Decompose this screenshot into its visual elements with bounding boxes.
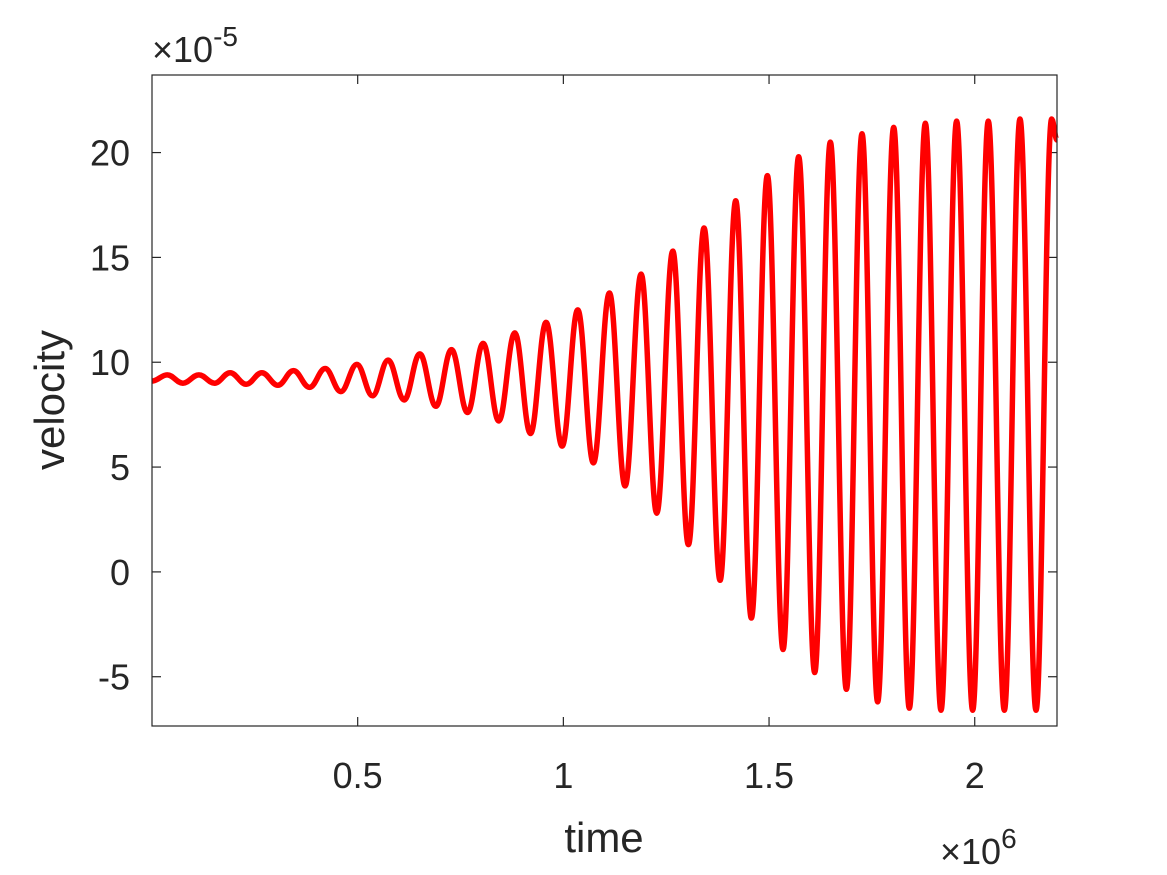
x-exponent-base: ×10 — [940, 831, 1001, 872]
y-tick-label: 10 — [90, 342, 130, 383]
x-tick-label: 1 — [553, 755, 573, 796]
y-tick-label: 15 — [90, 237, 130, 278]
data-line — [151, 116, 1060, 714]
x-tick-label: 1.5 — [744, 755, 794, 796]
y-tick-label: 0 — [110, 552, 130, 593]
y-tick-label: 20 — [90, 133, 130, 174]
x-tick-label: 2 — [965, 755, 985, 796]
y-exponent: ×10-5 — [152, 21, 238, 70]
x-tick-label: 0.5 — [333, 755, 383, 796]
axes-box — [151, 74, 1058, 727]
x-axis-label: time — [564, 814, 643, 861]
y-tick-label: 5 — [110, 447, 130, 488]
y-axis-label: velocity — [26, 330, 73, 470]
y-exponent-power: -5 — [213, 21, 238, 52]
x-exponent-power: 6 — [1001, 823, 1017, 854]
y-tick-label: -5 — [98, 657, 130, 698]
y-exponent-base: ×10 — [152, 29, 213, 70]
x-exponent: ×106 — [940, 823, 1017, 872]
